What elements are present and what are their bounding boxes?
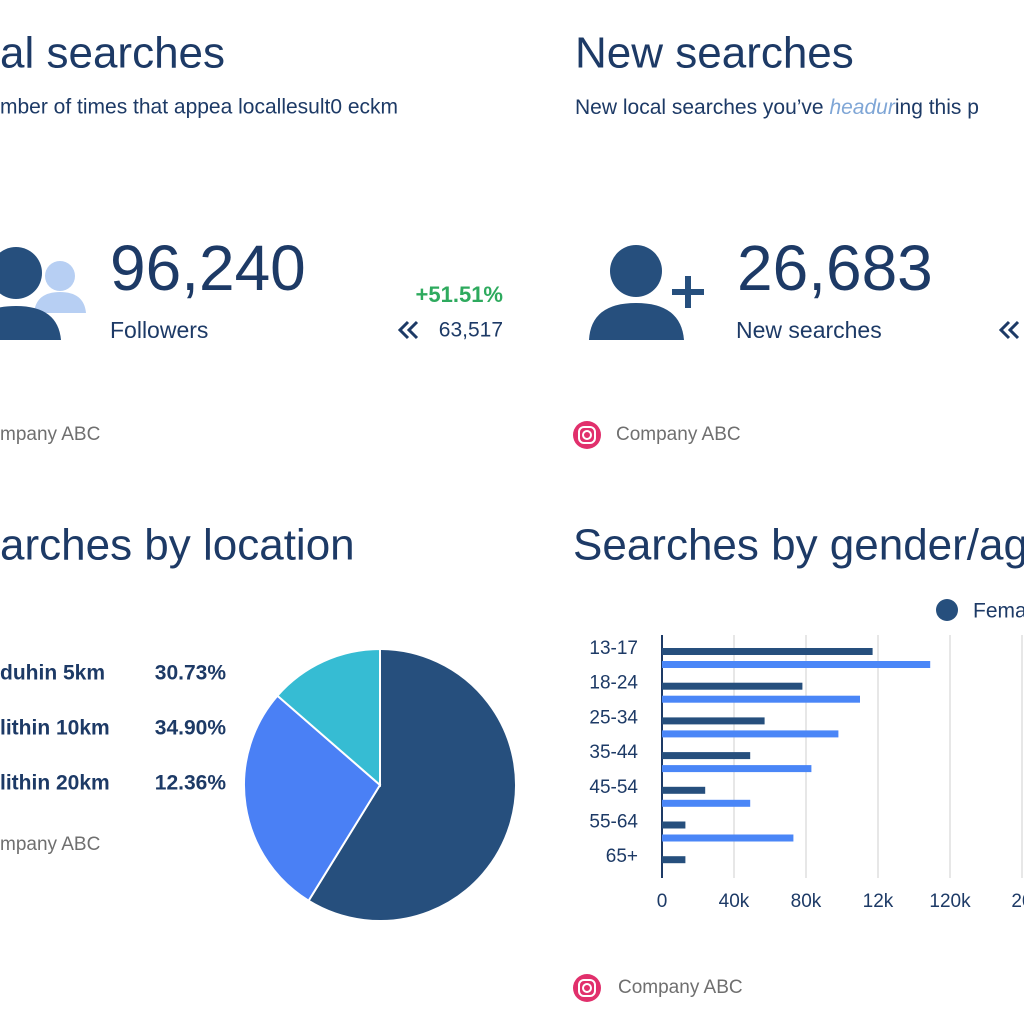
bar xyxy=(662,661,931,668)
kpi-label: Followers xyxy=(110,317,208,343)
subtitle-part: New local searches you’ve xyxy=(575,96,829,119)
source: mpany ABC xyxy=(0,424,100,445)
bar xyxy=(662,717,765,725)
legend-label: Fema xyxy=(973,600,1024,623)
instagram-icon xyxy=(573,421,601,449)
bar xyxy=(662,682,803,690)
x-tick-label: 80k xyxy=(791,891,822,912)
bar xyxy=(662,856,686,864)
location-share: 12.36% xyxy=(155,772,227,795)
subtitle-part: headur xyxy=(829,96,895,119)
previous-icon xyxy=(397,320,419,340)
y-tick-label: 25-34 xyxy=(589,707,638,728)
kpi-previous: 63,517 xyxy=(439,319,503,342)
x-tick-label: 0 xyxy=(657,891,668,912)
card-title: New searches xyxy=(575,29,854,78)
y-tick-label: 65+ xyxy=(606,846,638,867)
pie-slice xyxy=(243,694,382,903)
new-user-icon xyxy=(589,245,704,340)
pie-slice xyxy=(276,647,381,788)
location-share: 30.73% xyxy=(155,662,227,685)
bar xyxy=(662,752,751,760)
card-title: Searches by gender/age xyxy=(573,521,1024,570)
bar xyxy=(662,730,839,738)
followers-icon xyxy=(0,247,86,340)
y-tick-label: 13-17 xyxy=(589,638,638,659)
pie-chart xyxy=(243,647,517,922)
y-tick-label: 55-64 xyxy=(589,812,638,833)
pie-slice xyxy=(307,647,517,922)
previous-icon xyxy=(998,320,1020,340)
bar xyxy=(662,648,873,655)
subtitle-part: ing this p xyxy=(895,96,979,119)
kpi-label: New searches xyxy=(736,317,882,343)
source: mpany ABC xyxy=(0,834,100,855)
location-share: 34.90% xyxy=(155,717,227,740)
kpi-change: +51.51% xyxy=(416,282,503,307)
location-name: duhin 5km xyxy=(0,662,105,685)
kpi-value: 26,683 xyxy=(737,232,933,304)
kpi-value: 96,240 xyxy=(110,232,306,304)
y-tick-label: 35-44 xyxy=(589,742,638,763)
card-title: arches by location xyxy=(0,521,355,570)
bar xyxy=(662,765,812,773)
legend-marker xyxy=(936,599,958,621)
bar-chart: 0 40k 80k 12k 120k 20 13-17 18-24 25-34 35-44 45-5… xyxy=(589,599,1024,912)
x-tick-label: 12k xyxy=(863,891,894,912)
card-title: al searches xyxy=(0,29,225,78)
bar xyxy=(662,695,860,703)
x-tick-label: 20 xyxy=(1011,891,1024,912)
source: Company ABC xyxy=(618,977,743,998)
bar xyxy=(662,786,706,794)
card-subtitle: mber of times that appea locallesult0 ec… xyxy=(0,96,398,119)
bar xyxy=(662,799,751,807)
location-name: lithin 20km xyxy=(0,772,110,795)
location-table: duhin 5km 30.73% lithin 10km 34.90% lithin 2… xyxy=(0,662,226,795)
bar xyxy=(662,834,794,842)
location-name: lithin 10km xyxy=(0,717,110,740)
x-tick-label: 40k xyxy=(719,891,750,912)
card-subtitle: New local searches you’ve headuring this… xyxy=(575,96,979,119)
y-tick-label: 18-24 xyxy=(589,673,638,694)
bar xyxy=(662,821,686,829)
source: Company ABC xyxy=(616,424,741,445)
instagram-icon xyxy=(573,974,601,1002)
y-tick-label: 45-54 xyxy=(589,777,638,798)
x-tick-label: 120k xyxy=(929,891,971,912)
